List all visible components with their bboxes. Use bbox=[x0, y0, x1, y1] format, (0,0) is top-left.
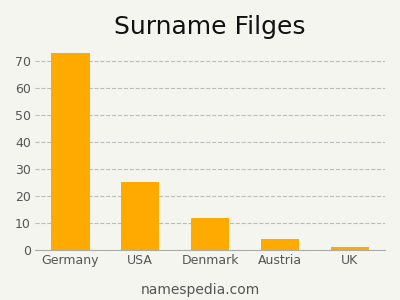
Bar bbox=[191, 218, 229, 250]
Bar bbox=[121, 182, 160, 250]
Title: Surname Filges: Surname Filges bbox=[114, 15, 306, 39]
Bar bbox=[331, 247, 369, 250]
Bar bbox=[261, 239, 299, 250]
Text: namespedia.com: namespedia.com bbox=[140, 283, 260, 297]
Bar bbox=[51, 53, 90, 250]
